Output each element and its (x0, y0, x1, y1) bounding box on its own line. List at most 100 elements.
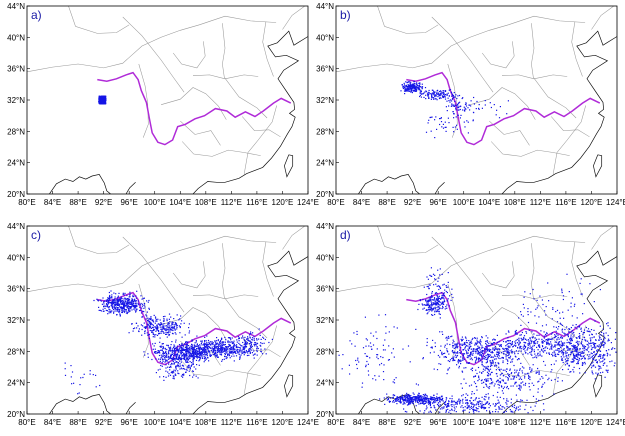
particle-point (549, 348, 551, 350)
particle-point (515, 332, 517, 334)
particle-point (435, 283, 437, 285)
particle-point (587, 354, 589, 356)
particle-point (407, 399, 409, 402)
particle-point (562, 354, 564, 356)
particle-point (459, 343, 461, 345)
particle-point (557, 334, 559, 336)
particle-point (557, 353, 559, 355)
particle-point (204, 354, 206, 356)
particle-point (515, 339, 517, 342)
particle-point (83, 373, 85, 375)
particle-point (492, 352, 494, 354)
particle-point (215, 340, 217, 342)
particle-point (596, 353, 598, 355)
particle-point (253, 343, 255, 346)
particle-point (188, 345, 190, 347)
particle-point (135, 302, 137, 304)
particle-point (170, 355, 172, 357)
particle-point (205, 340, 207, 342)
particle-point (510, 344, 512, 346)
particle-point (555, 360, 557, 362)
particle-point (455, 116, 457, 118)
particle-point (171, 321, 173, 323)
particle-point (572, 348, 574, 350)
particle-point (422, 358, 424, 360)
particle-point (196, 357, 198, 359)
particle-point (495, 404, 497, 406)
particle-point (194, 355, 196, 358)
particle-point (481, 403, 483, 405)
particle-point (215, 344, 217, 346)
particle-point (188, 349, 191, 351)
particle-point (430, 346, 432, 349)
particle-point (481, 401, 483, 403)
particle-point (169, 374, 172, 376)
particle-point (152, 326, 154, 328)
particle-point (222, 351, 224, 353)
particle-point (485, 407, 487, 409)
particle-point (190, 356, 192, 358)
particle-point (430, 304, 432, 306)
particle-point (523, 336, 525, 339)
particle-point (594, 320, 596, 322)
particle-point (107, 301, 110, 303)
particle-point (512, 375, 514, 377)
particle-point (245, 342, 247, 344)
particle-point (470, 397, 472, 399)
particle-point (465, 382, 467, 384)
particle-point (537, 367, 539, 370)
particle-point (496, 109, 498, 111)
particle-point (103, 310, 105, 312)
particle-point (114, 296, 116, 298)
particle-point (525, 342, 527, 344)
particle-point (246, 338, 248, 340)
particle-point (597, 365, 600, 367)
particle-point (457, 105, 459, 107)
particle-point (133, 304, 135, 307)
particle-point (124, 305, 126, 307)
particle-point (477, 353, 479, 355)
particle-point (561, 344, 563, 346)
particle-point (413, 88, 415, 90)
particle-point (182, 357, 184, 359)
particle-point (448, 105, 450, 107)
particle-point (438, 304, 440, 306)
particle-point (177, 364, 180, 367)
particle-point (418, 394, 420, 397)
particle-point (183, 358, 186, 361)
particle-point (216, 354, 218, 356)
particle-point (450, 105, 452, 107)
particle-point (253, 339, 255, 341)
province-border (490, 141, 570, 157)
particle-point (449, 343, 451, 346)
particle-point (559, 344, 561, 346)
particle-point (256, 354, 258, 356)
particle-point (215, 355, 218, 357)
particle-point (212, 344, 214, 346)
particle-point (198, 352, 200, 355)
particle-point (421, 86, 423, 88)
particle-point (538, 399, 540, 401)
particle-point (457, 351, 459, 353)
particle-point (453, 347, 455, 349)
particle-point (436, 297, 438, 300)
particle-point (531, 347, 533, 349)
particle-point (131, 304, 134, 306)
particle-point (247, 339, 249, 342)
particle-point (112, 305, 114, 307)
particle-point (455, 94, 457, 96)
particle-point (528, 329, 530, 331)
particle-point (604, 376, 606, 378)
particle-point (505, 354, 507, 356)
particle-point (486, 344, 488, 346)
particle-point (182, 344, 184, 346)
particle-point (205, 353, 207, 355)
particle-point (520, 337, 522, 339)
particle-point (599, 350, 602, 352)
particle-point (433, 299, 435, 301)
particle-point (419, 95, 421, 98)
province-border (489, 120, 530, 146)
particle-point (224, 336, 226, 339)
province-border (181, 361, 261, 377)
particle-point (102, 103, 104, 105)
